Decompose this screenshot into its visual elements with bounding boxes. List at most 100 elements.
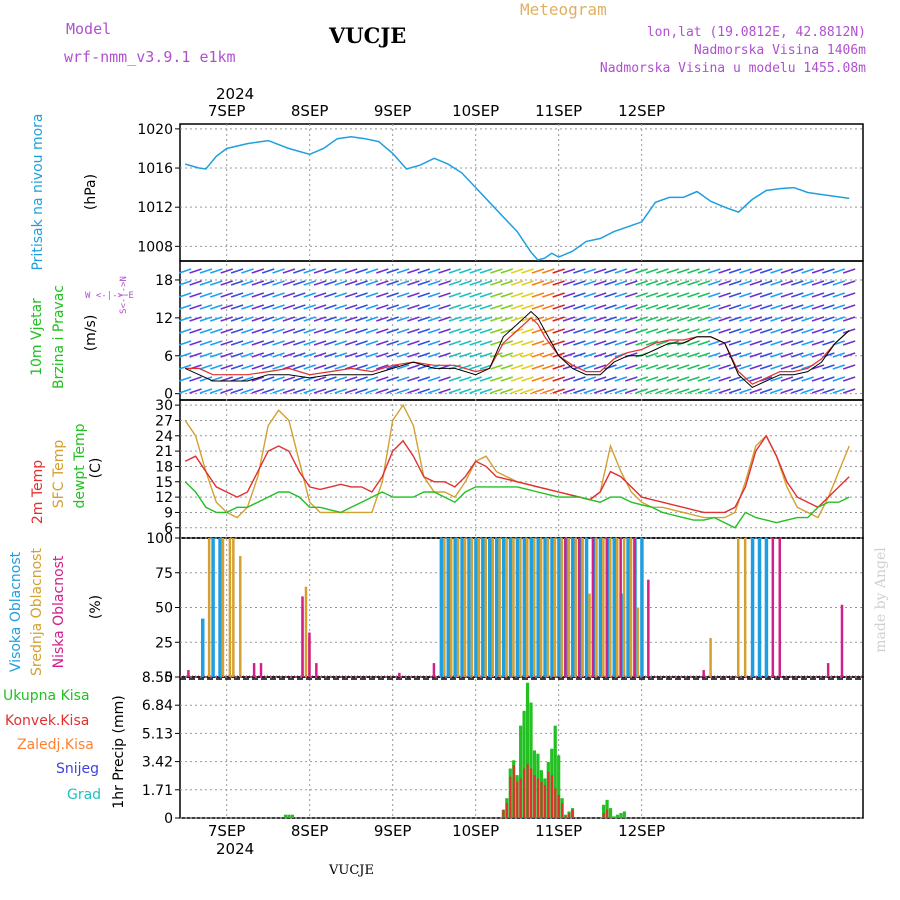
precip-tick-label: 3.42: [142, 755, 173, 771]
precip-tick-label: 0: [164, 811, 173, 827]
wind-arrow: [676, 280, 690, 286]
wind-arrow: [697, 364, 711, 370]
cloud-bar: [564, 538, 567, 677]
wind-arrow: [293, 292, 306, 298]
wind-arrow: [759, 292, 773, 298]
wind-arrow: [573, 352, 586, 358]
wind-arrow: [261, 352, 275, 358]
wind-arrow: [791, 268, 804, 274]
wind-arrow: [521, 376, 534, 382]
cloud-bar: [771, 538, 775, 677]
cloud-bar: [252, 663, 256, 677]
wind-arrow: [479, 352, 493, 358]
cloud-bar: [553, 538, 557, 677]
wind-arrow: [583, 268, 597, 274]
wind-arrow: [438, 328, 451, 334]
wind-arrow: [313, 376, 327, 382]
wind-arrow: [355, 388, 368, 394]
wind-arrow: [687, 328, 700, 334]
wind-arrow: [656, 316, 669, 322]
wind-arrow: [230, 280, 244, 286]
wind-arrow: [427, 280, 441, 286]
wind-arrow: [521, 388, 534, 394]
wind-arrow: [625, 316, 638, 322]
cloud-bar: [609, 538, 612, 677]
top-day-label: 11SEP: [535, 102, 582, 120]
wind-arrow: [272, 280, 285, 286]
precip-bar: [519, 778, 522, 818]
wind-arrow: [770, 280, 783, 286]
wind-arrow: [687, 376, 700, 382]
wind-arrow: [645, 292, 659, 298]
wind-arrow: [749, 364, 763, 370]
wind-arrow: [241, 268, 254, 274]
wind-arrow: [396, 304, 410, 310]
cloud-bar: [574, 538, 577, 677]
wind-arrow: [552, 280, 565, 286]
wind-arrow: [842, 268, 856, 274]
wind-arrow: [407, 388, 420, 394]
wind-arrow: [759, 364, 773, 370]
wind-arrow: [822, 340, 835, 346]
wind-arrow: [313, 352, 327, 358]
wind-arrow: [791, 292, 804, 298]
wind-arrow: [718, 292, 731, 298]
wind-arrow: [376, 292, 389, 298]
wind-arrow: [251, 316, 265, 322]
sfc-temp-line: [184, 403, 850, 519]
wind-arrow: [490, 292, 503, 298]
wind-arrow: [739, 340, 752, 346]
wind-arrow: [666, 316, 680, 322]
wind-arrow: [241, 376, 254, 382]
cloud-bar: [543, 538, 547, 677]
wind-arrow: [770, 268, 783, 274]
wind-arrow: [697, 328, 711, 334]
bottom-day-label: 8SEP: [291, 822, 329, 840]
wind-arrow: [490, 304, 503, 310]
wind-arrow: [251, 364, 265, 370]
cloud-bar: [187, 670, 190, 677]
wind-arrow: [407, 304, 420, 310]
wind-arrow: [500, 280, 514, 286]
wind-arrow: [697, 268, 711, 274]
wind-arrow: [251, 292, 265, 298]
bottom-day-label: 12SEP: [618, 822, 665, 840]
cloud-bar: [633, 538, 636, 677]
wind-arrow: [479, 328, 493, 334]
precip-label-snow: Snijeg: [56, 761, 99, 777]
wind-arrow: [656, 340, 669, 346]
wind-arrow: [459, 316, 472, 322]
cloud-bar: [519, 538, 522, 677]
wind-arrow: [448, 304, 462, 310]
wind-arrow: [604, 316, 617, 322]
wind-arrow: [676, 328, 690, 334]
grid-lines: [175, 124, 863, 819]
wind-arrow: [189, 280, 202, 286]
cloud-bar: [636, 607, 640, 677]
wind-arrow: [459, 352, 472, 358]
wind-arrow: [324, 316, 337, 322]
wind-arrow: [780, 328, 794, 334]
wind-arrow: [656, 376, 669, 382]
cloud-bar: [259, 663, 263, 677]
cloud-bar: [750, 538, 755, 677]
footer-station: VUCJE: [328, 863, 374, 878]
wind-arrow: [334, 304, 348, 310]
wind-arrow: [770, 316, 783, 322]
wind-arrow: [272, 268, 285, 274]
wind-arrow: [593, 376, 607, 382]
wind-arrow: [407, 364, 420, 370]
wind-arrow: [324, 340, 337, 346]
wind-arrow: [604, 328, 617, 334]
wind-arrow: [801, 316, 814, 322]
wind-arrow: [583, 304, 597, 310]
wind-arrow: [822, 388, 835, 394]
wind-arrow: [728, 268, 742, 274]
wind-arrow: [282, 340, 296, 346]
wind-arrow: [386, 352, 399, 358]
wind-arrow: [552, 388, 565, 394]
wind-tick-label: 6: [164, 349, 173, 365]
wind-arrow: [324, 292, 337, 298]
cloud-tick-label: 100: [146, 531, 173, 547]
cloud-unit: (%): [88, 595, 104, 619]
